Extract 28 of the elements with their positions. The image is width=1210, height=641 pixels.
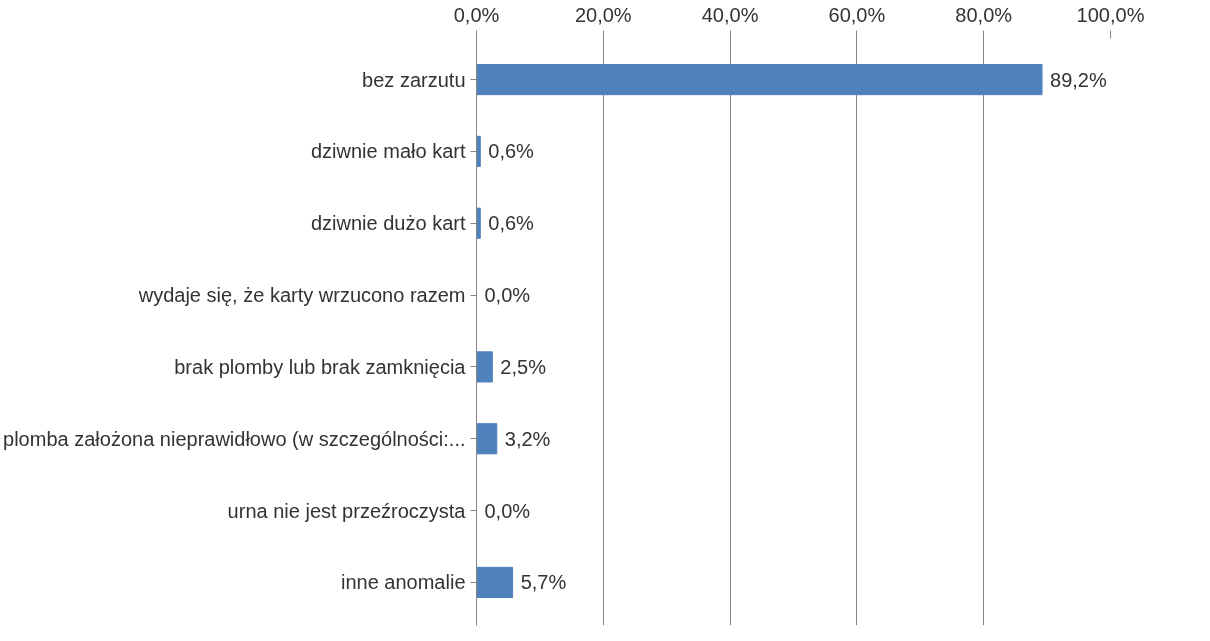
x-tick-label: 80,0% [955,3,1013,26]
bar [476,423,498,455]
bar [476,566,514,598]
x-tick-label: 60,0% [828,3,886,26]
bar [476,207,481,239]
y-tick-label: dziwnie mało kart [311,140,466,163]
data-label: 0,0% [484,499,531,522]
y-tick-label: inne anomalie [340,571,466,594]
data-label: 2,5% [500,355,547,378]
y-tick-label: bez zarzutu [362,68,466,91]
data-label: 3,2% [504,427,551,450]
x-tick-label: 20,0% [574,3,632,26]
data-label: 0,0% [484,284,531,307]
y-tick-label: urna nie jest przeźroczysta [227,499,467,522]
x-tick-label: 0,0% [453,3,500,26]
y-tick-label: brak plomby lub brak zamknięcia [174,355,467,378]
data-label: 0,6% [488,212,535,235]
y-tick-label: wydaje się, że karty wrzucono razem [137,284,466,307]
data-label: 0,6% [488,140,535,163]
bar [476,64,1043,96]
data-label: 5,7% [520,571,567,594]
bar [476,351,493,383]
y-tick-label: dziwnie dużo kart [310,212,466,235]
y-tick-label: plomba założona nieprawidłowo (w szczególności:... [3,427,466,450]
x-tick-label: 40,0% [701,3,759,26]
data-label: 89,2% [1050,68,1107,91]
x-tick-label: 100,0% [1076,3,1145,26]
bar [476,135,481,168]
